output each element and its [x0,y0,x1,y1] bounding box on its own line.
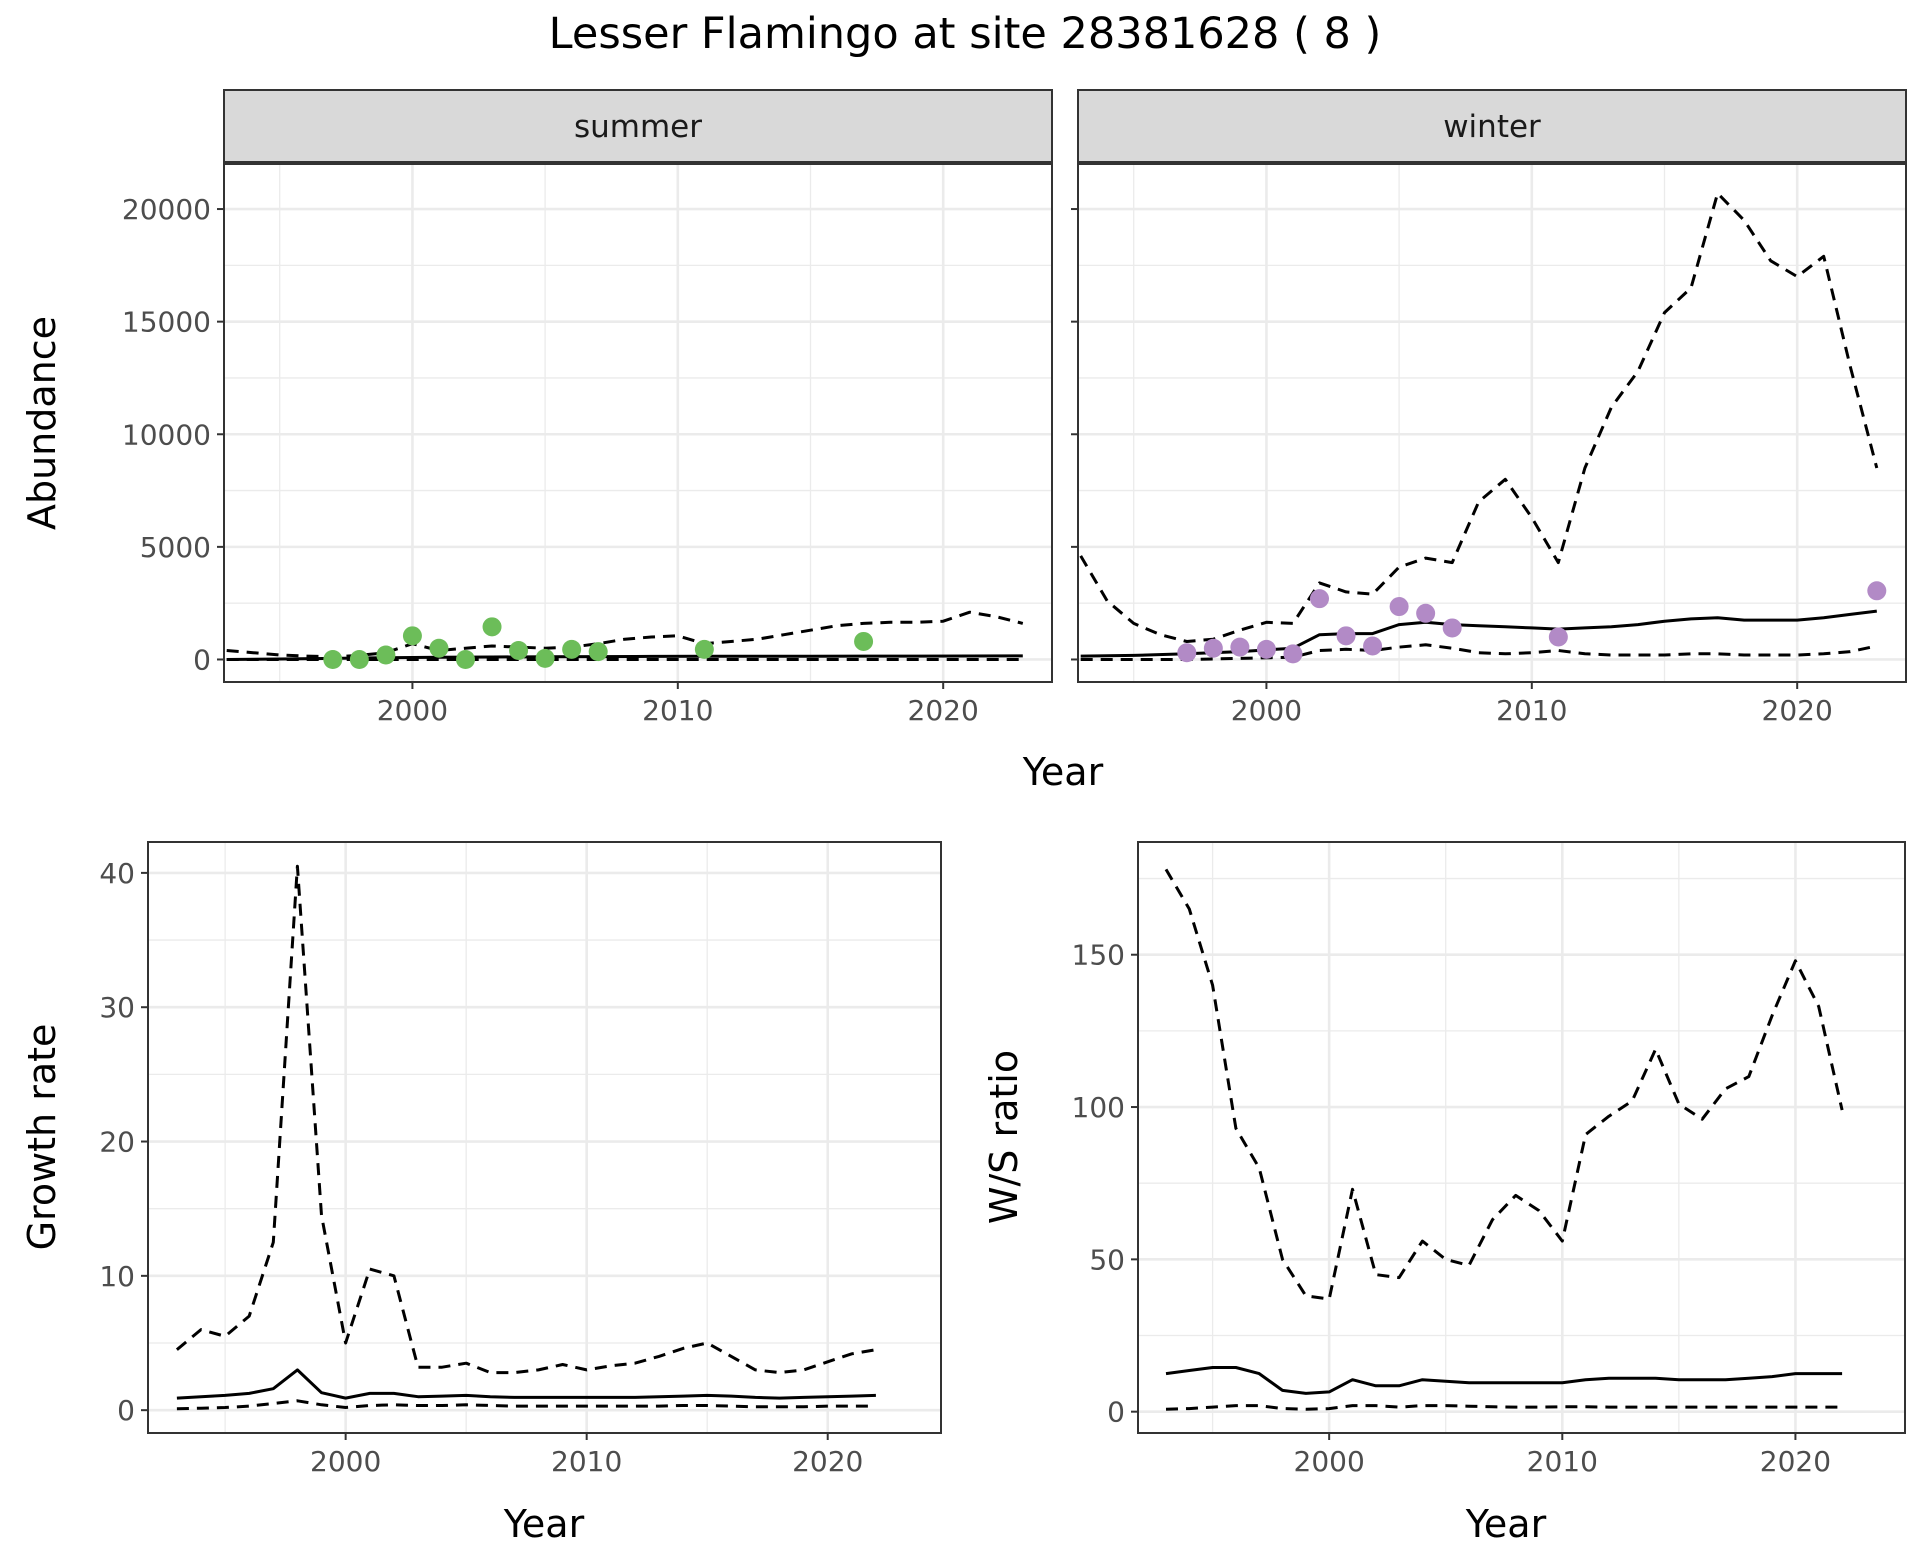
panel-abundance-winter: 2000 2010 2020 winter [1071,89,1907,727]
data-point [694,639,714,659]
data-point [1389,597,1409,617]
x-tick-label: 2020 [1762,694,1833,727]
panel-border [1137,841,1906,1434]
confidence-bound-line [176,1399,876,1411]
y-tick-label: 0 [1107,1396,1125,1429]
confidence-bound-line [175,864,877,1375]
data-point [482,617,502,637]
data-point [429,638,449,658]
data-point [402,626,422,646]
data-point [588,642,608,662]
data-point [1363,636,1383,656]
data-point [456,649,475,669]
data-point [854,631,874,651]
data-point [1230,637,1250,657]
data-point [349,649,369,669]
y-tick-label: 0 [193,643,211,676]
x-tick-label: 2010 [1496,694,1567,727]
data-point [1336,626,1356,646]
facet-strip-label: summer [574,109,702,145]
plot-area [224,164,1052,682]
plot-area [1078,164,1906,682]
panel-border [147,841,942,1434]
x-axis-title: Year [503,1502,585,1546]
data-point [1416,603,1436,623]
y-tick-label: 150 [1072,939,1125,972]
x-tick-label: 2010 [1527,1445,1598,1478]
x-axis-title: Year [1465,1502,1547,1546]
panel-border [223,163,1053,683]
data-point [509,640,529,660]
y-tick-label: 50 [1089,1243,1125,1276]
x-tick-label: 2000 [377,694,448,727]
y-tick-label: 100 [1072,1091,1125,1124]
x-tick-label: 2020 [908,694,979,727]
y-tick-label: 0 [117,1394,135,1427]
y-axis-title: W/S ratio [982,1050,1026,1224]
panel-border [1077,163,1907,683]
y-tick-label: 10000 [122,418,211,451]
facet-strip [223,89,1053,163]
confidence-bound-line [1164,868,1844,1301]
data-point [1867,581,1887,601]
data-point [1203,638,1223,658]
x-tick-label: 2000 [310,1445,381,1478]
plot-area [1138,842,1905,1433]
x-tick-label: 2010 [551,1445,622,1478]
confidence-bound-line [1165,1404,1843,1411]
y-tick-label: 5000 [140,531,211,564]
data-point [1548,627,1568,647]
x-tick-label: 2020 [792,1445,863,1478]
data-point [1283,644,1303,664]
y-tick-label: 20 [99,1126,135,1159]
y-axis-title: Growth rate [20,1024,64,1251]
data-point [323,649,343,669]
facet-strip-label: winter [1443,109,1541,145]
facet-strip [1077,89,1907,163]
x-tick-label: 2000 [1294,1445,1365,1478]
data-point [1310,589,1329,609]
y-tick-label: 40 [99,857,135,890]
data-point [1177,643,1197,663]
x-tick-label: 2010 [642,694,713,727]
data-point [1442,618,1462,638]
y-tick-label: 30 [99,991,135,1024]
estimate-line [1080,609,1877,658]
plot-area [148,842,941,1433]
panel-abundance-summer: 2000 2010 2020 0 5000 10000 15000 20000 summer Ab… [20,89,1053,727]
data-point [535,648,555,668]
y-tick-label: 10 [99,1260,135,1293]
x-tick-label: 2020 [1760,1445,1831,1478]
top-x-axis-title: Year [1022,750,1104,794]
estimate-line [176,1368,876,1400]
data-point [562,639,582,659]
y-tick-label: 20000 [122,193,211,226]
y-tick-label: 15000 [122,306,211,339]
y-axis-title: Abundance [20,316,64,530]
estimate-line [1165,1366,1843,1395]
confidence-bound-line [226,610,1024,659]
figure-title: Lesser Flamingo at site 28381628 ( 8 ) [549,9,1382,59]
panel-growth-rate: 2000 2010 2020 0 10 20 30 40 Growth rate Year [20,841,942,1546]
data-point [1256,639,1276,659]
panel-ws-ratio: 2000 2010 2020 0 50 100 150 W/S ratio Year [982,841,1906,1546]
x-tick-label: 2000 [1231,694,1302,727]
data-point [376,645,396,665]
